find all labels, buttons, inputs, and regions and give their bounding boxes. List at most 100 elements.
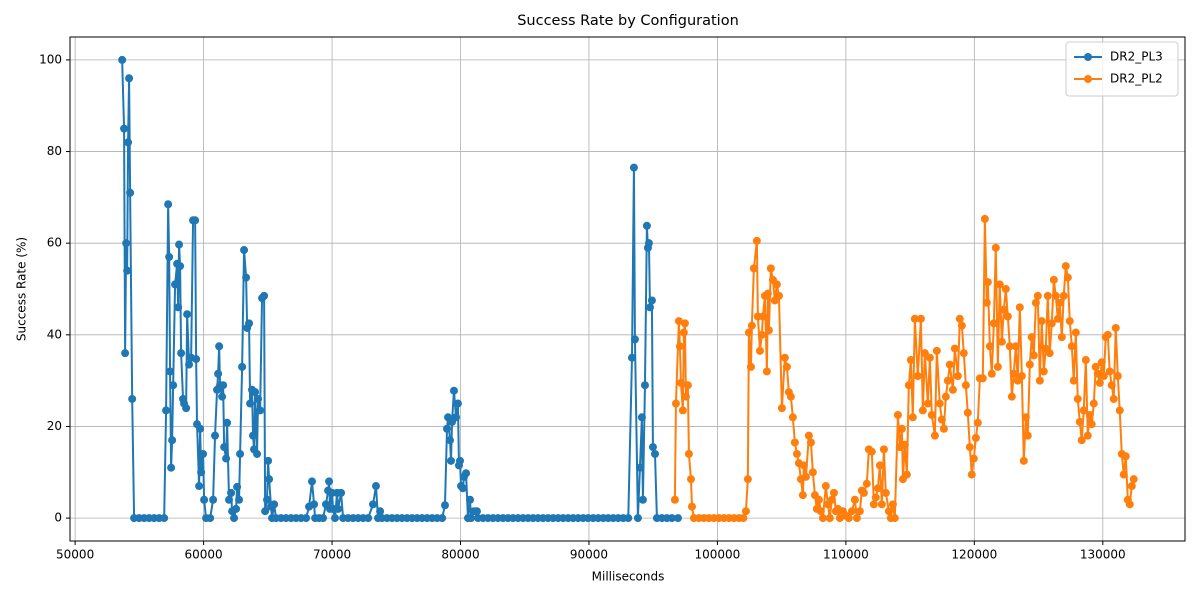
data-point — [192, 355, 201, 364]
data-point — [199, 449, 208, 458]
x-tick-label: 120000 — [951, 548, 997, 562]
legend-label: DR2_PL3 — [1110, 50, 1163, 64]
data-point — [1077, 436, 1086, 445]
data-point — [443, 424, 452, 433]
data-point — [126, 188, 135, 197]
data-point — [462, 469, 471, 478]
legend-box — [1065, 41, 1179, 97]
data-point — [973, 418, 982, 427]
data-point — [980, 214, 989, 223]
data-point — [1027, 333, 1036, 342]
x-tick-label: 80000 — [441, 548, 479, 562]
data-point — [1099, 372, 1108, 381]
data-point — [1003, 312, 1012, 321]
x-tick-label: 110000 — [823, 548, 869, 562]
data-point — [827, 495, 836, 504]
data-point — [967, 470, 976, 479]
data-point — [215, 342, 224, 351]
data-point — [749, 264, 758, 273]
data-point — [1071, 328, 1080, 337]
data-point — [683, 381, 692, 390]
data-point — [1049, 275, 1058, 284]
data-point — [1083, 431, 1092, 440]
data-point — [1127, 482, 1136, 491]
data-point — [635, 463, 644, 472]
data-point — [183, 310, 192, 319]
data-point — [743, 475, 752, 484]
data-point — [859, 488, 868, 497]
data-point — [983, 278, 992, 287]
data-point — [1029, 351, 1038, 360]
data-point — [1111, 323, 1120, 332]
data-point — [932, 346, 941, 355]
data-point — [850, 495, 859, 504]
data-point — [1001, 285, 1010, 293]
data-point — [1075, 417, 1084, 426]
data-point — [1011, 342, 1020, 351]
data-point — [739, 514, 748, 523]
data-point — [806, 438, 815, 447]
data-point — [263, 495, 272, 504]
data-point — [835, 514, 844, 523]
data-point — [453, 399, 462, 408]
data-point — [334, 504, 343, 513]
data-point — [804, 431, 813, 440]
data-point — [254, 394, 263, 403]
data-point — [995, 280, 1004, 289]
plot-frame — [69, 36, 1186, 542]
data-point — [447, 456, 456, 465]
data-point — [930, 431, 939, 440]
legend: DR2_PL3 DR2_PL2 — [1065, 41, 1179, 97]
data-point — [873, 484, 882, 493]
data-point — [788, 413, 797, 422]
data-point — [847, 507, 856, 516]
data-point — [755, 346, 764, 355]
data-point — [227, 488, 236, 497]
data-point — [125, 74, 134, 83]
data-point — [1061, 262, 1070, 271]
data-point — [1103, 330, 1112, 339]
data-point — [991, 243, 1000, 252]
data-point — [196, 424, 205, 433]
data-point — [337, 488, 346, 497]
data-point — [993, 362, 1002, 371]
data-point — [862, 479, 871, 488]
data-point — [206, 514, 215, 523]
data-point — [120, 124, 129, 133]
data-point — [1069, 376, 1078, 385]
data-point — [935, 399, 944, 408]
data-point — [825, 514, 834, 523]
data-point — [1047, 319, 1056, 328]
data-point — [927, 411, 936, 419]
data-point — [670, 495, 679, 504]
data-point — [458, 484, 467, 493]
data-point — [445, 436, 454, 445]
chart-title: Success Rate by Configuration — [517, 13, 739, 29]
data-point — [746, 362, 755, 371]
data-point — [855, 507, 864, 516]
data-point — [472, 507, 481, 516]
data-point — [989, 319, 998, 328]
data-point — [1089, 399, 1098, 408]
data-point — [440, 501, 449, 510]
data-point — [1025, 360, 1034, 369]
data-point — [879, 445, 888, 454]
data-point — [1039, 367, 1048, 376]
data-point — [310, 500, 319, 509]
data-point — [1009, 369, 1018, 378]
data-point — [1053, 314, 1062, 323]
data-point — [624, 514, 633, 523]
y-tick-label: 20 — [47, 419, 62, 433]
x-tick-label: 90000 — [570, 548, 608, 562]
x-tick-label: 100000 — [695, 548, 741, 562]
data-point — [790, 438, 799, 447]
data-point — [325, 477, 334, 486]
data-point — [1129, 475, 1138, 484]
data-point — [916, 314, 925, 323]
data-point — [627, 353, 636, 362]
data-point — [633, 514, 642, 523]
data-point — [1031, 298, 1040, 307]
data-point — [953, 372, 962, 381]
data-point — [799, 461, 808, 470]
data-point — [376, 507, 385, 516]
